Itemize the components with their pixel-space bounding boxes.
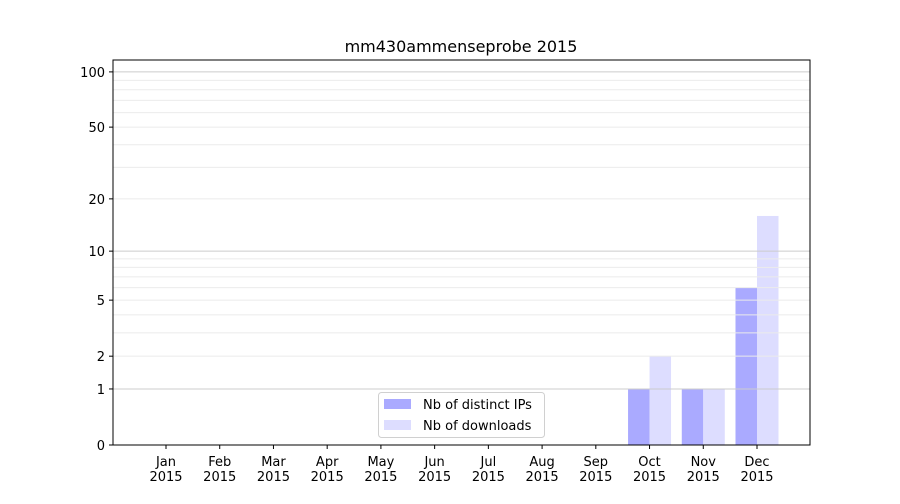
y-tick-label: 5 [97, 294, 105, 309]
y-tick-label: 0 [97, 439, 105, 454]
x-tick-label: Nov 2015 [687, 455, 720, 485]
y-tick-label: 50 [88, 121, 105, 136]
bar-downloads [757, 215, 779, 445]
x-tick-label: May 2015 [364, 455, 397, 485]
legend-label: Nb of distinct IPs [423, 398, 532, 413]
legend [378, 392, 545, 438]
y-tick-label: 10 [88, 245, 105, 260]
legend-label: Nb of downloads [423, 419, 532, 434]
bar-ips [735, 287, 757, 445]
bar-downloads [703, 388, 725, 445]
x-tick-label: Aug 2015 [526, 455, 559, 485]
x-tick-label: Feb 2015 [203, 455, 236, 485]
axes-frame [112, 59, 811, 446]
x-tick-label: Jan 2015 [149, 455, 182, 485]
x-tick-label: Apr 2015 [311, 455, 344, 485]
legend-swatch [384, 420, 411, 430]
x-tick-label: Oct 2015 [633, 455, 666, 485]
bar-ips [681, 388, 704, 445]
x-tick-label: Jun 2015 [418, 455, 451, 485]
y-tick-label: 2 [97, 350, 105, 365]
x-tick-label: Jul 2015 [472, 455, 505, 485]
x-tick-label: Dec 2015 [740, 455, 773, 485]
x-tick-label: Mar 2015 [257, 455, 290, 485]
chart-title: mm430ammenseprobe 2015 [345, 37, 578, 56]
bar-downloads [649, 356, 672, 445]
bar-ips [628, 388, 650, 445]
y-tick-label: 100 [80, 66, 105, 81]
y-tick-label: 1 [97, 383, 105, 398]
y-tick-label: 20 [88, 193, 105, 208]
x-tick-label: Sep 2015 [579, 455, 612, 485]
legend-swatch [384, 399, 411, 409]
